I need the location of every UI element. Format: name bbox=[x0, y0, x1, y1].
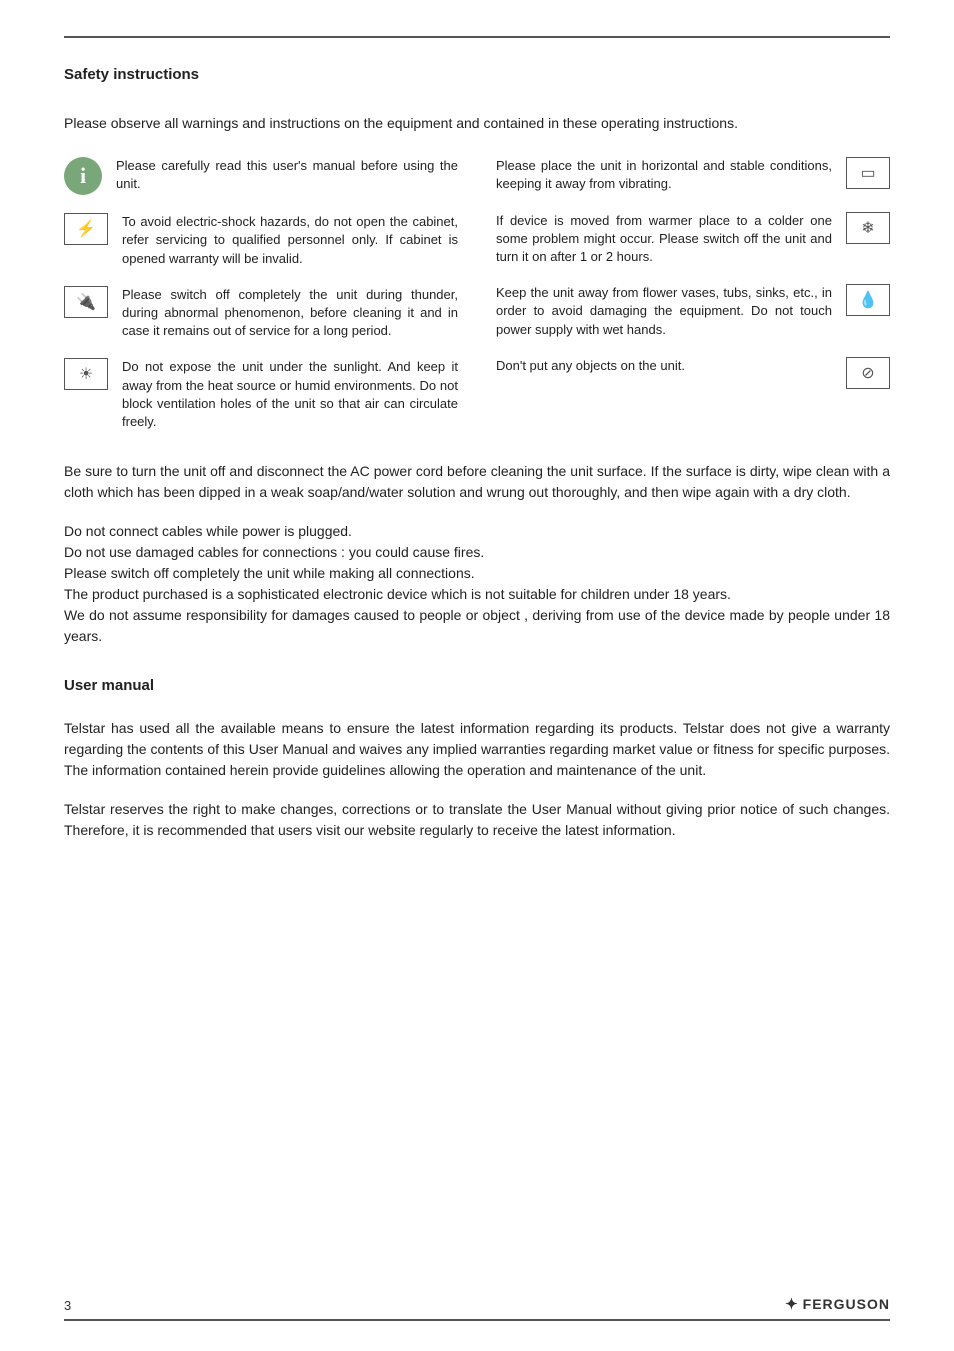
safety-item: Please place the unit in horizontal and … bbox=[496, 157, 890, 193]
footer: 3 ✦ FERGUSON bbox=[64, 1295, 890, 1321]
user-manual-p1: Telstar has used all the available means… bbox=[64, 718, 890, 781]
user-manual-heading: User manual bbox=[64, 677, 890, 694]
safety-two-columns: i Please carefully read this user's manua… bbox=[64, 157, 890, 431]
cleaning-paragraph: Be sure to turn the unit off and disconn… bbox=[64, 461, 890, 503]
horizontal-icon: ▭ bbox=[846, 157, 890, 189]
safety-item: ☀ Do not expose the unit under the sunlig… bbox=[64, 358, 458, 431]
safety-instructions-heading: Safety instructions bbox=[64, 66, 890, 83]
safety-item: i Please carefully read this user's manua… bbox=[64, 157, 458, 195]
safety-item-text: Don't put any objects on the unit. bbox=[496, 357, 832, 375]
brand-glyph-icon: ✦ bbox=[785, 1295, 799, 1313]
shock-hazard-icon: ⚡ bbox=[64, 213, 108, 245]
no-objects-icon: ⊘ bbox=[846, 357, 890, 389]
info-icon: i bbox=[64, 157, 102, 195]
footer-row: 3 ✦ FERGUSON bbox=[64, 1295, 890, 1313]
warning-lines: Do not connect cables while power is plu… bbox=[64, 521, 890, 647]
intro-paragraph: Please observe all warnings and instruct… bbox=[64, 113, 890, 133]
safety-item-text: Keep the unit away from flower vases, tu… bbox=[496, 284, 832, 339]
temperature-icon: ❄ bbox=[846, 212, 890, 244]
brand-logo: ✦ FERGUSON bbox=[785, 1295, 890, 1313]
right-column: Please place the unit in horizontal and … bbox=[496, 157, 890, 431]
safety-item: 🔌 Please switch off completely the unit d… bbox=[64, 286, 458, 341]
page: Safety instructions Please observe all w… bbox=[0, 0, 954, 1351]
sunlight-icon: ☀ bbox=[64, 358, 108, 390]
safety-item-text: Please carefully read this user's manual… bbox=[116, 157, 458, 193]
safety-item: ⚡ To avoid electric-shock hazards, do not… bbox=[64, 213, 458, 268]
page-number: 3 bbox=[64, 1298, 71, 1313]
safety-item-text: If device is moved from warmer place to … bbox=[496, 212, 832, 267]
power-off-icon: 🔌 bbox=[64, 286, 108, 318]
footer-rule bbox=[64, 1319, 890, 1321]
safety-item: Don't put any objects on the unit. ⊘ bbox=[496, 357, 890, 389]
safety-item: Keep the unit away from flower vases, tu… bbox=[496, 284, 890, 339]
safety-item-text: To avoid electric-shock hazards, do not … bbox=[122, 213, 458, 268]
user-manual-p2: Telstar reserves the right to make chang… bbox=[64, 799, 890, 841]
safety-item-text: Do not expose the unit under the sunligh… bbox=[122, 358, 458, 431]
top-rule bbox=[64, 36, 890, 38]
safety-item-text: Please switch off completely the unit du… bbox=[122, 286, 458, 341]
safety-item: If device is moved from warmer place to … bbox=[496, 212, 890, 267]
water-hazard-icon: 💧 bbox=[846, 284, 890, 316]
safety-item-text: Please place the unit in horizontal and … bbox=[496, 157, 832, 193]
left-column: i Please carefully read this user's manua… bbox=[64, 157, 458, 431]
brand-text: FERGUSON bbox=[803, 1296, 890, 1312]
